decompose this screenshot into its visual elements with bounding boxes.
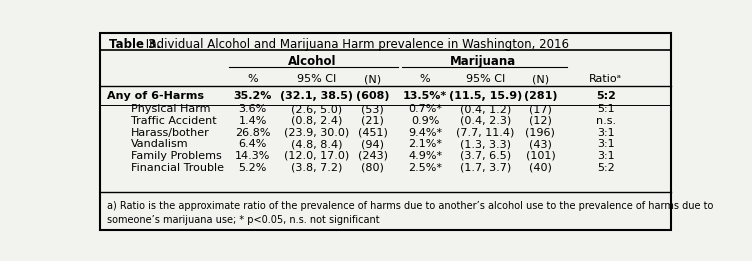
Text: Vandalism: Vandalism [132,139,189,149]
Text: someone’s marijuana use; * p<0.05, n.s. not significant: someone’s marijuana use; * p<0.05, n.s. … [107,215,380,225]
Text: (N): (N) [532,74,549,84]
Text: 5.2%: 5.2% [238,163,267,173]
Text: (11.5, 15.9): (11.5, 15.9) [449,91,523,101]
Text: 5:2: 5:2 [596,91,616,101]
Text: n.s.: n.s. [596,116,616,126]
Text: (32.1, 38.5): (32.1, 38.5) [280,91,353,101]
Text: 3:1: 3:1 [597,139,614,149]
Text: Ratioᵃ: Ratioᵃ [590,74,622,84]
Text: (451): (451) [358,128,387,138]
Text: (80): (80) [361,163,384,173]
Text: Financial Trouble: Financial Trouble [132,163,224,173]
Text: (12): (12) [529,116,552,126]
Text: (2.6, 5.0): (2.6, 5.0) [291,104,342,114]
Text: Alcohol: Alcohol [288,55,337,68]
Text: (94): (94) [361,139,384,149]
Text: (243): (243) [358,151,387,161]
Text: (0.8, 2.4): (0.8, 2.4) [291,116,342,126]
Text: 1.4%: 1.4% [238,116,267,126]
Text: 5:2: 5:2 [597,163,614,173]
Text: 0.7%*: 0.7%* [408,104,442,114]
Text: (101): (101) [526,151,555,161]
Text: a) Ratio is the approximate ratio of the prevalence of harms due to another’s al: a) Ratio is the approximate ratio of the… [107,201,713,211]
Text: (1.3, 3.3): (1.3, 3.3) [460,139,511,149]
Text: (43): (43) [529,139,552,149]
Text: (12.0, 17.0): (12.0, 17.0) [284,151,349,161]
Text: 14.3%: 14.3% [235,151,270,161]
Text: Family Problems: Family Problems [132,151,222,161]
FancyBboxPatch shape [100,33,671,230]
Text: (7.7, 11.4): (7.7, 11.4) [456,128,515,138]
Text: 13.5%*: 13.5%* [403,91,447,101]
Text: 4.9%*: 4.9%* [408,151,442,161]
Text: Harass/bother: Harass/bother [132,128,210,138]
Text: Individual Alcohol and Marijuana Harm prevalence in Washington, 2016: Individual Alcohol and Marijuana Harm pr… [142,38,569,51]
Text: (23.9, 30.0): (23.9, 30.0) [284,128,349,138]
Text: 35.2%: 35.2% [233,91,271,101]
Text: 95% CI: 95% CI [466,74,505,84]
Text: Marijuana: Marijuana [450,55,516,68]
Text: 3:1: 3:1 [597,151,614,161]
Text: Table 3.: Table 3. [108,38,160,51]
Text: (0.4, 2.3): (0.4, 2.3) [460,116,511,126]
Text: %: % [420,74,430,84]
Text: (3.8, 7.2): (3.8, 7.2) [291,163,342,173]
Text: (21): (21) [361,116,384,126]
Text: (196): (196) [526,128,556,138]
Text: (281): (281) [523,91,557,101]
Text: 5:1: 5:1 [597,104,614,114]
Text: 3:1: 3:1 [597,128,614,138]
Text: (1.7, 3.7): (1.7, 3.7) [460,163,511,173]
Text: 0.9%: 0.9% [411,116,439,126]
Text: (0.4, 1.2): (0.4, 1.2) [460,104,511,114]
Text: (17): (17) [529,104,552,114]
Text: 6.4%: 6.4% [238,139,267,149]
Text: (N): (N) [364,74,381,84]
Text: 3.6%: 3.6% [238,104,267,114]
Text: Traffic Accident: Traffic Accident [132,116,217,126]
Text: 95% CI: 95% CI [297,74,336,84]
Text: 26.8%: 26.8% [235,128,270,138]
Text: (608): (608) [356,91,390,101]
Text: Physical Harm: Physical Harm [132,104,211,114]
Text: Any of 6-Harms: Any of 6-Harms [107,91,204,101]
Text: (4.8, 8.4): (4.8, 8.4) [291,139,342,149]
Text: (53): (53) [361,104,384,114]
Text: %: % [247,74,258,84]
Text: 2.1%*: 2.1%* [408,139,442,149]
Text: 2.5%*: 2.5%* [408,163,442,173]
Text: (40): (40) [529,163,552,173]
Text: 9.4%*: 9.4%* [408,128,442,138]
Text: (3.7, 6.5): (3.7, 6.5) [460,151,511,161]
